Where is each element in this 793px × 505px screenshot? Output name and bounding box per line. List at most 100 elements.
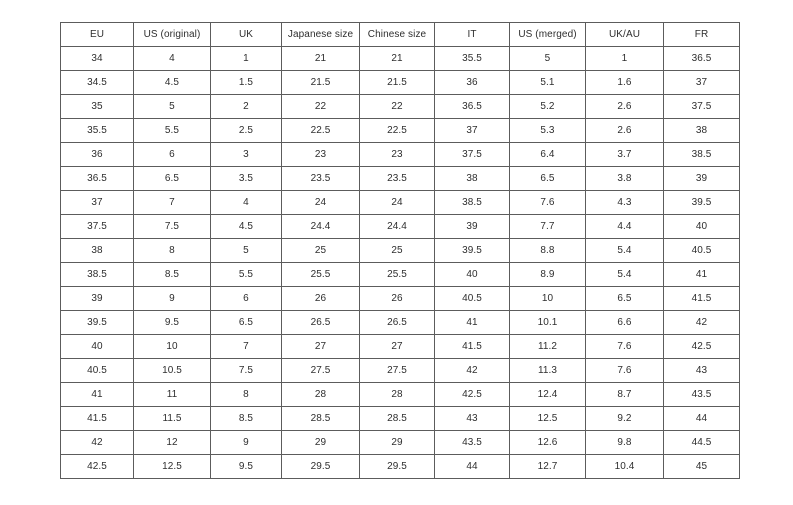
table-cell: 7 — [210, 334, 282, 359]
table-cell: 9.8 — [585, 430, 664, 455]
table-cell: 23 — [281, 142, 360, 167]
table-cell: 45 — [663, 454, 740, 479]
table-cell: 8.7 — [585, 382, 664, 407]
table-cell: 27 — [359, 334, 435, 359]
table-cell: 43 — [663, 358, 740, 383]
table-cell: 4.3 — [585, 190, 664, 215]
table-cell: 7.6 — [509, 190, 586, 215]
table-cell: 35 — [60, 94, 134, 119]
table-cell: 38 — [434, 166, 510, 191]
table-cell: 9.5 — [133, 310, 211, 335]
table-cell: 2 — [210, 94, 282, 119]
column-header: UK/AU — [585, 22, 664, 47]
table-cell: 24.4 — [359, 214, 435, 239]
table-cell: 35.5 — [60, 118, 134, 143]
table-cell: 38.5 — [663, 142, 740, 167]
table-cell: 5.2 — [509, 94, 586, 119]
table-cell: 26 — [281, 286, 360, 311]
table-cell: 22.5 — [359, 118, 435, 143]
size-conversion-table-container: EU US (original) UK Japanese size Chinese si… — [60, 22, 740, 479]
table-cell: 38 — [663, 118, 740, 143]
table-cell: 24.4 — [281, 214, 360, 239]
table-cell: 23 — [359, 142, 435, 167]
column-header: IT — [434, 22, 510, 47]
table-cell: 4.4 — [585, 214, 664, 239]
table-cell: 36.5 — [663, 46, 740, 71]
table-cell: 36 — [434, 70, 510, 95]
table-cell: 6.5 — [210, 310, 282, 335]
table-cell: 2.6 — [585, 94, 664, 119]
table-row: 38.5 8.5 5.5 25.5 25.5 40 8.9 5.4 41 — [60, 262, 740, 287]
table-cell: 38 — [60, 238, 134, 263]
table-cell: 11.5 — [133, 406, 211, 431]
table-cell: 44 — [663, 406, 740, 431]
table-cell: 5.4 — [585, 238, 664, 263]
table-cell: 21.5 — [281, 70, 360, 95]
table-cell: 28 — [281, 382, 360, 407]
table-cell: 12 — [133, 430, 211, 455]
table-cell: 5 — [210, 238, 282, 263]
table-cell: 26 — [359, 286, 435, 311]
table-body: 34 4 1 21 21 35.5 5 1 36.5 34.5 4.5 1.5 21.5 21.5 36 5.… — [60, 46, 740, 479]
table-cell: 21 — [281, 46, 360, 71]
table-cell: 10 — [509, 286, 586, 311]
table-row: 40.5 10.5 7.5 27.5 27.5 42 11.3 7.6 43 — [60, 358, 740, 383]
table-cell: 8.8 — [509, 238, 586, 263]
table-cell: 6 — [133, 142, 211, 167]
table-cell: 2.6 — [585, 118, 664, 143]
table-cell: 41 — [663, 262, 740, 287]
table-cell: 8.9 — [509, 262, 586, 287]
table-cell: 43 — [434, 406, 510, 431]
table-cell: 5.4 — [585, 262, 664, 287]
table-cell: 44.5 — [663, 430, 740, 455]
table-cell: 6.4 — [509, 142, 586, 167]
table-cell: 29.5 — [281, 454, 360, 479]
table-cell: 1 — [585, 46, 664, 71]
table-cell: 29.5 — [359, 454, 435, 479]
table-cell: 4.5 — [133, 70, 211, 95]
table-cell: 7.6 — [585, 358, 664, 383]
table-cell: 8 — [210, 382, 282, 407]
table-cell: 42 — [434, 358, 510, 383]
table-cell: 6.5 — [585, 286, 664, 311]
table-cell: 28 — [359, 382, 435, 407]
table-cell: 25 — [281, 238, 360, 263]
table-cell: 12.7 — [509, 454, 586, 479]
table-row: 42 12 9 29 29 43.5 12.6 9.8 44.5 — [60, 430, 740, 455]
table-cell: 7.5 — [133, 214, 211, 239]
table-cell: 22 — [281, 94, 360, 119]
table-cell: 34 — [60, 46, 134, 71]
table-row: 35 5 2 22 22 36.5 5.2 2.6 37.5 — [60, 94, 740, 119]
table-cell: 24 — [359, 190, 435, 215]
table-cell: 4.5 — [210, 214, 282, 239]
table-cell: 8.5 — [133, 262, 211, 287]
table-cell: 36 — [60, 142, 134, 167]
column-header: FR — [663, 22, 740, 47]
table-cell: 3.5 — [210, 166, 282, 191]
table-cell: 40 — [663, 214, 740, 239]
table-cell: 1.6 — [585, 70, 664, 95]
table-cell: 12.4 — [509, 382, 586, 407]
table-cell: 12.5 — [133, 454, 211, 479]
table-cell: 24 — [281, 190, 360, 215]
table-cell: 21.5 — [359, 70, 435, 95]
table-cell: 5.5 — [210, 262, 282, 287]
table-cell: 5 — [509, 46, 586, 71]
column-header: UK — [210, 22, 282, 47]
table-cell: 3.7 — [585, 142, 664, 167]
table-row: 39.5 9.5 6.5 26.5 26.5 41 10.1 6.6 42 — [60, 310, 740, 335]
table-cell: 39.5 — [60, 310, 134, 335]
table-cell: 5.5 — [133, 118, 211, 143]
table-cell: 39.5 — [434, 238, 510, 263]
table-cell: 1 — [210, 46, 282, 71]
table-cell: 42.5 — [60, 454, 134, 479]
table-cell: 10.1 — [509, 310, 586, 335]
table-cell: 12.6 — [509, 430, 586, 455]
table-cell: 8 — [133, 238, 211, 263]
column-header: EU — [60, 22, 134, 47]
table-cell: 12.5 — [509, 406, 586, 431]
table-cell: 37 — [60, 190, 134, 215]
table-cell: 7.7 — [509, 214, 586, 239]
table-cell: 28.5 — [359, 406, 435, 431]
table-cell: 21 — [359, 46, 435, 71]
